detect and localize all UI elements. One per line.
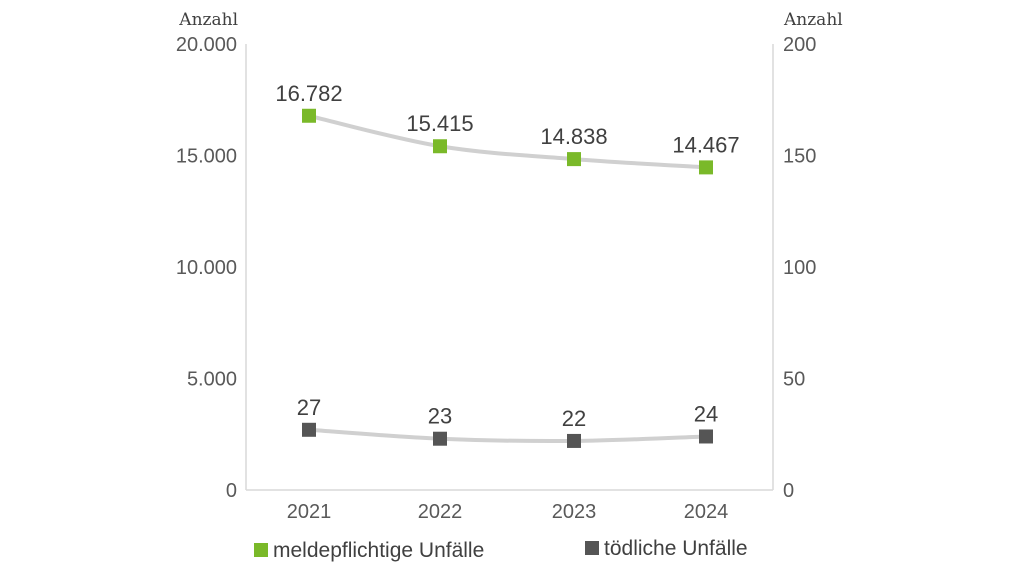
x-axis-tick-label: 2022 (418, 501, 463, 523)
x-axis-tick-label: 2024 (684, 501, 729, 523)
legend-swatch (254, 543, 268, 557)
left-axis-ticks: 0 5.000 10.000 15.000 20.000 (176, 34, 237, 502)
series-line (307, 427, 708, 444)
right-axis-tick-label: 0 (783, 480, 794, 502)
right-axis-tick-label: 150 (783, 146, 816, 168)
data-label: 23 (428, 404, 452, 429)
data-label: 14.838 (540, 124, 607, 149)
left-axis-tick-label: 0 (226, 480, 237, 502)
data-point-marker (433, 139, 447, 154)
axes (245, 44, 774, 491)
left-axis-tick-label: 10.000 (176, 257, 237, 279)
series-line (307, 113, 708, 170)
legend-swatch (585, 541, 599, 555)
data-label: 16.782 (275, 81, 342, 106)
data-label: 22 (562, 406, 586, 431)
data-label: 24 (694, 401, 718, 426)
data-point-marker (567, 152, 581, 167)
data-label: 14.467 (672, 132, 739, 157)
data-point-marker (699, 160, 713, 175)
data-point-marker (302, 422, 316, 437)
x-axis-tick-label: 2023 (552, 501, 597, 523)
right-axis-unit-label: Anzahl (783, 10, 843, 30)
left-axis-tick-label: 20.000 (176, 34, 237, 56)
left-axis-tick-label: 15.000 (176, 146, 237, 168)
data-point-marker (567, 433, 581, 448)
data-label: 27 (297, 395, 321, 420)
data-point-marker (433, 431, 447, 446)
left-axis-tick-label: 5.000 (187, 369, 237, 391)
right-axis-tick-label: 200 (783, 34, 816, 56)
x-axis-tick-label: 2021 (287, 501, 332, 523)
legend: meldepflichtige Unfälle tödliche Unfälle (254, 537, 748, 562)
right-axis-tick-label: 100 (783, 257, 816, 279)
data-label: 15.415 (406, 111, 473, 136)
right-axis-ticks: 0 50 100 150 200 (783, 34, 816, 502)
series-layer: 16.782 15.415 14.838 14.467 27 23 22 24 (275, 81, 740, 448)
x-axis-ticks: 2021 2022 2023 2024 (287, 501, 729, 523)
right-axis-tick-label: 50 (783, 369, 805, 391)
data-point-marker (699, 429, 713, 444)
data-point-marker (302, 108, 316, 123)
legend-label: meldepflichtige Unfälle (273, 539, 484, 562)
left-axis-unit-label: Anzahl (178, 10, 238, 30)
legend-label: tödliche Unfälle (604, 537, 748, 560)
